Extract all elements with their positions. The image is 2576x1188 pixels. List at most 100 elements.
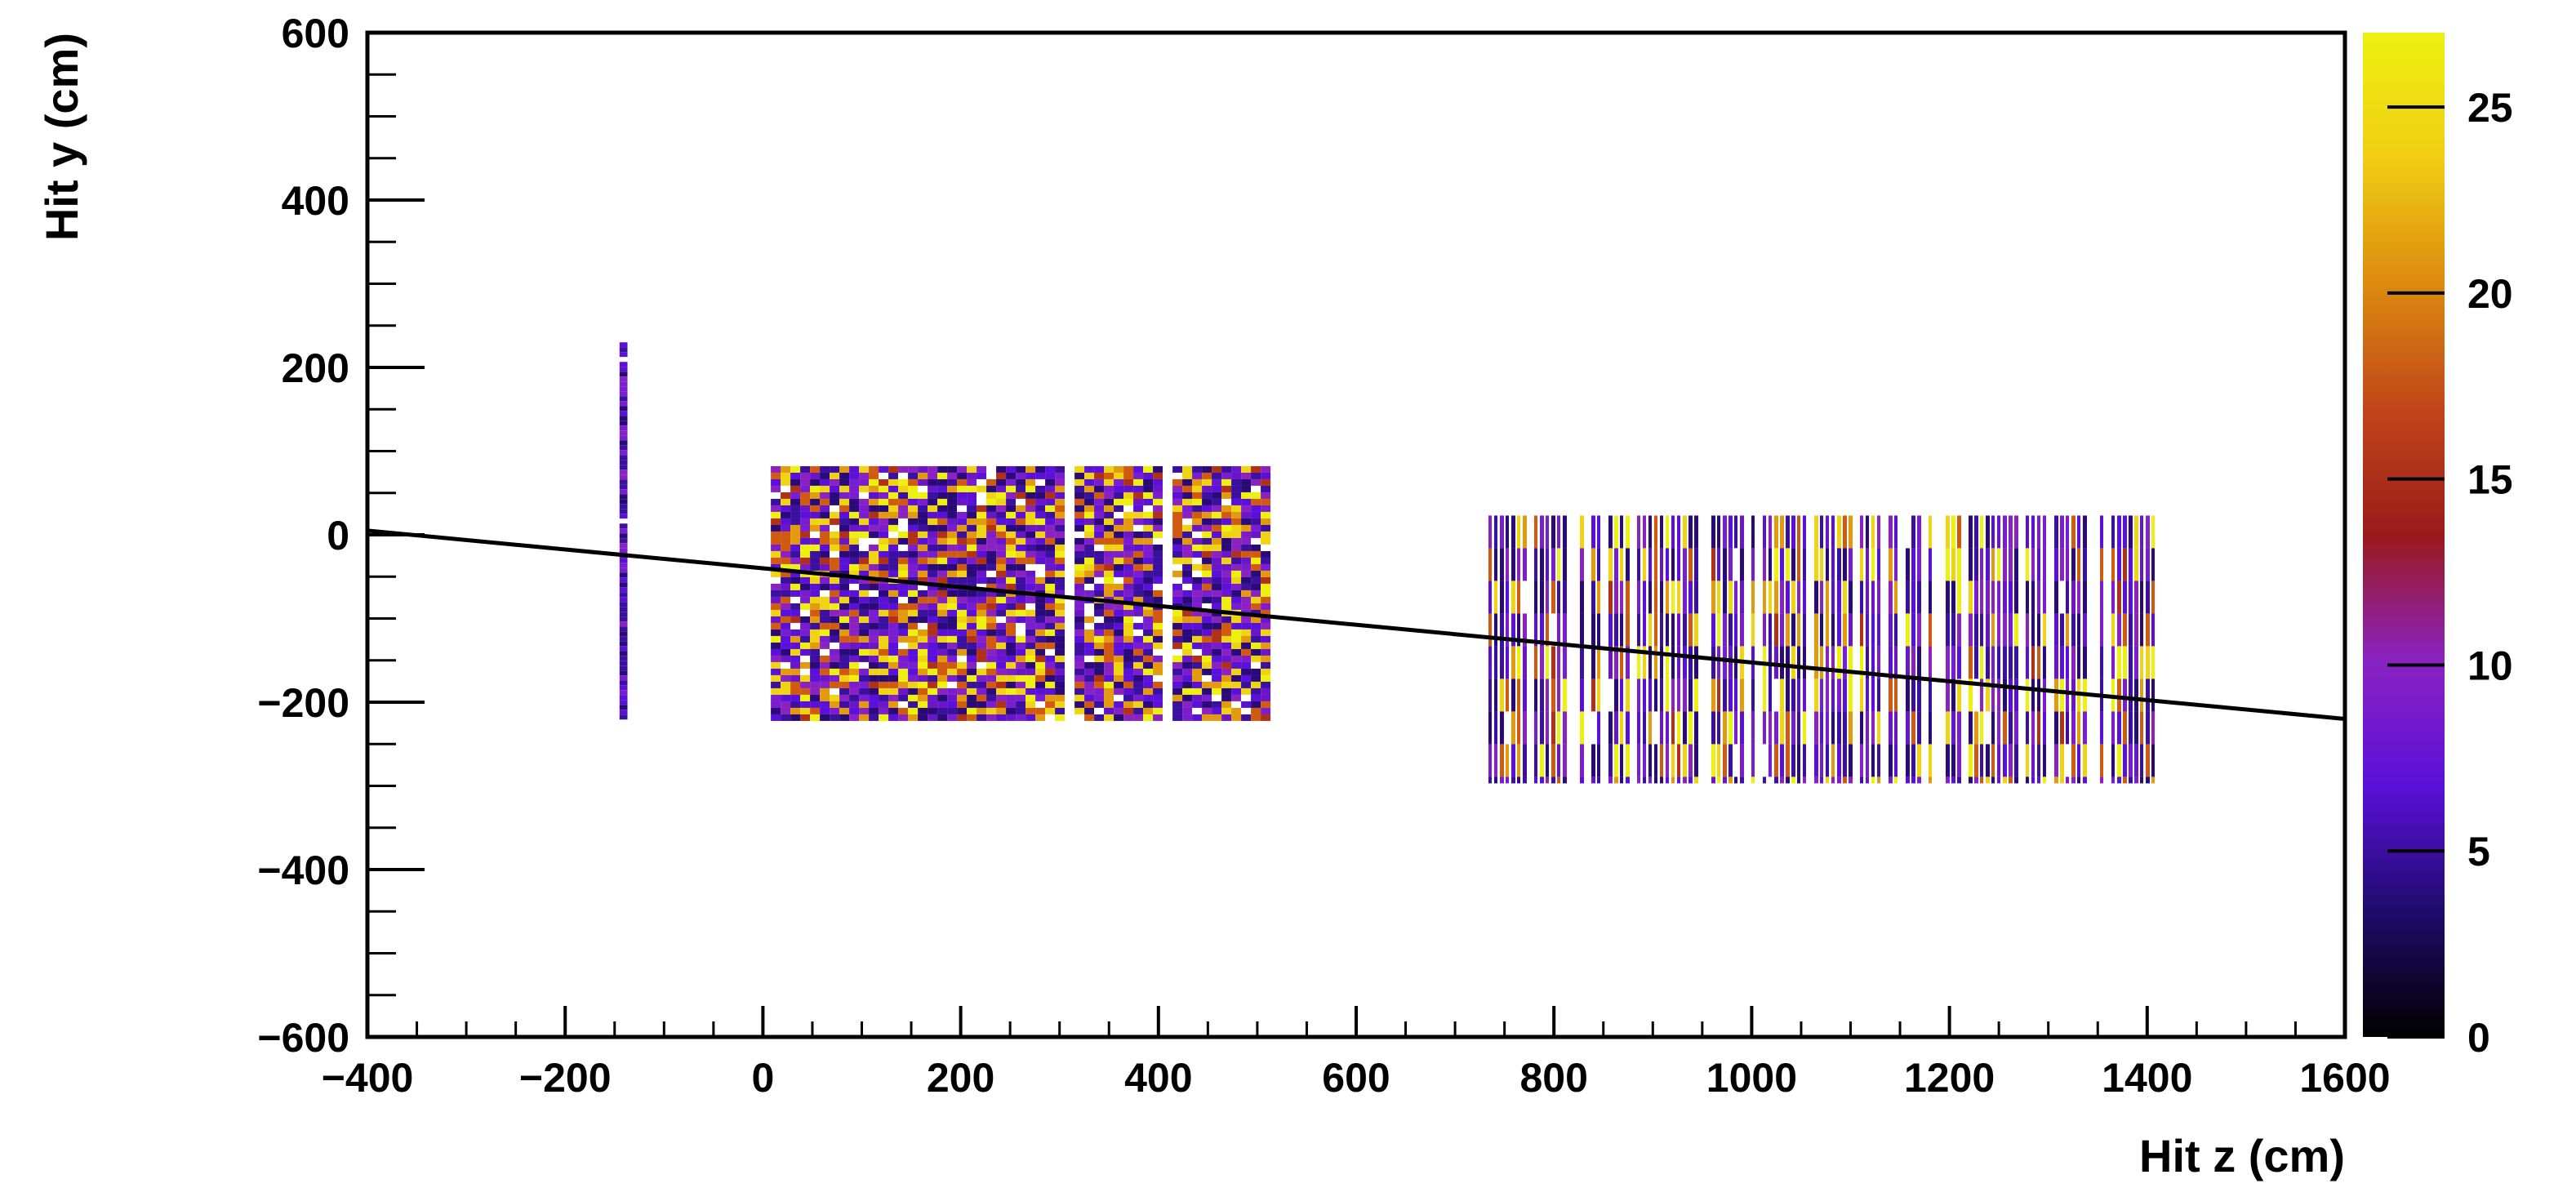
hit-cell — [1711, 744, 1716, 777]
hit-cell — [2054, 646, 2059, 679]
hit-cell — [1563, 711, 1568, 745]
hit-cell — [996, 596, 1007, 603]
hit-cell — [996, 661, 1007, 669]
hit-cell — [967, 563, 977, 571]
hit-cell — [1006, 511, 1017, 518]
hit-cell — [928, 478, 938, 486]
hit-cell — [1251, 583, 1261, 590]
hit-cell — [1986, 679, 1991, 712]
hit-cell — [957, 701, 968, 708]
hit-cell — [849, 465, 860, 473]
hit-cell — [1172, 687, 1183, 695]
hit-cell — [1035, 661, 1046, 669]
hit-cell — [1133, 694, 1144, 701]
hit-cell — [1523, 548, 1528, 581]
hit-cell — [1123, 596, 1134, 603]
hit-cell — [1637, 776, 1641, 784]
hit-cell — [1711, 711, 1716, 745]
hit-cell — [1666, 711, 1670, 745]
hit-cell — [1172, 485, 1183, 492]
hit-cell — [859, 648, 870, 656]
hit-cell — [986, 498, 997, 505]
hit-cell — [2151, 646, 2156, 679]
hit-cell — [1074, 576, 1085, 584]
hit-cell — [1688, 613, 1693, 647]
hit-cell — [1035, 674, 1046, 682]
hit-cell — [1580, 711, 1585, 745]
hit-cell — [1986, 548, 1991, 581]
hit-cell — [800, 505, 811, 512]
hit-cell — [1212, 681, 1222, 688]
hit-cell — [1172, 681, 1183, 688]
hit-cell — [996, 616, 1007, 623]
hit-cell — [1261, 635, 1271, 643]
hit-cell — [947, 707, 958, 714]
hit-cell — [986, 570, 997, 577]
hit-cell — [1202, 609, 1212, 616]
hit-cell — [849, 563, 860, 571]
hit-cell — [1212, 707, 1222, 714]
hit-cell — [1192, 524, 1203, 532]
hit-cell — [1906, 646, 1911, 679]
hit-cell — [1946, 744, 1951, 777]
hit-cell — [839, 511, 850, 518]
hit-cell — [879, 537, 889, 545]
hit-cell — [1084, 563, 1095, 571]
hit-cell — [2123, 646, 2128, 679]
hit-cell — [1074, 583, 1085, 590]
hit-cell — [1114, 714, 1124, 721]
hit-cell — [937, 511, 948, 518]
hit-cell — [1104, 609, 1114, 616]
hit-cell — [781, 687, 791, 695]
hit-cell — [888, 687, 899, 695]
hit-cell — [908, 707, 919, 714]
hit-cell — [771, 505, 781, 512]
hit-cell — [839, 714, 850, 721]
hit-cell — [1986, 646, 1991, 679]
hit-cell — [918, 609, 928, 616]
hit-cell — [1202, 563, 1212, 571]
hit-cell — [1820, 776, 1824, 784]
hit-cell — [1980, 744, 1984, 777]
hit-cell — [1035, 635, 1046, 643]
hit-cell — [1016, 576, 1026, 584]
hit-cell — [1026, 668, 1036, 675]
hit-cell — [830, 596, 840, 603]
hit-cell — [1591, 613, 1596, 647]
hit-cell — [986, 707, 997, 714]
hit-cell — [1074, 524, 1085, 532]
hit-cell — [1843, 613, 1848, 647]
hit-cell — [1035, 609, 1046, 616]
hit-cell — [1133, 635, 1144, 643]
hit-cell — [1074, 681, 1085, 688]
hit-cell — [888, 629, 899, 636]
hit-cell — [2129, 515, 2133, 549]
hit-cell — [967, 701, 977, 708]
hit-cell — [859, 485, 870, 492]
hit-cell — [2146, 679, 2151, 712]
hit-cell — [1143, 511, 1154, 518]
hit-cell — [790, 544, 801, 551]
hit-cell — [771, 498, 781, 505]
hit-cell — [1104, 472, 1114, 479]
hit-cell — [937, 537, 948, 545]
hit-cell — [800, 590, 811, 597]
hit-cell — [1035, 687, 1046, 695]
hit-cell — [1104, 648, 1114, 656]
hit-cell — [1202, 485, 1212, 492]
hit-cell — [947, 629, 958, 636]
hit-cell — [820, 701, 830, 708]
hit-cell — [947, 674, 958, 682]
hit-cell — [996, 648, 1007, 656]
hit-cell — [790, 648, 801, 656]
hit-cell — [1084, 583, 1095, 590]
hit-cell — [1849, 744, 1853, 777]
hit-cell — [1251, 694, 1261, 701]
hit-cell — [2140, 776, 2144, 784]
hit-cell — [1231, 531, 1242, 538]
hit-cell — [888, 590, 899, 597]
hit-cell — [1688, 646, 1693, 679]
hit-cell — [790, 492, 801, 499]
hit-cell — [781, 590, 791, 597]
hit-cell — [830, 511, 840, 518]
